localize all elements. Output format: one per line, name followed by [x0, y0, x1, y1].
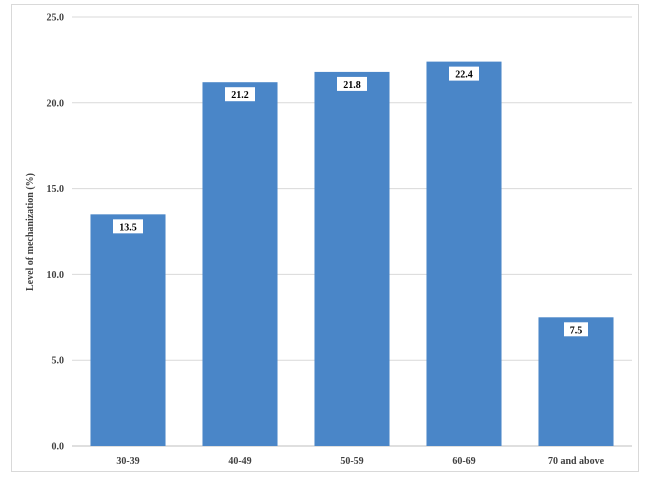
- data-label-value: 22.4: [455, 70, 473, 81]
- y-tick-label: 10.0: [47, 270, 65, 281]
- data-label-value: 21.2: [231, 90, 249, 101]
- x-tick-label: 50-59: [340, 456, 363, 467]
- data-label-box: [225, 87, 255, 102]
- x-axis-ticks: 30-39 40-49 50-59 60-69 70 and above: [116, 456, 604, 467]
- y-tick-label: 20.0: [47, 98, 65, 109]
- x-tick-label: 70 and above: [548, 456, 605, 467]
- data-labels: 13.5 21.2 21.8 22.4 7.5: [113, 66, 588, 337]
- y-tick-label: 5.0: [52, 356, 65, 367]
- data-label: 7.5: [564, 322, 588, 337]
- x-tick-label: 60-69: [452, 456, 475, 467]
- data-label: 21.8: [337, 76, 367, 91]
- data-label-box: [449, 66, 479, 81]
- bar-70-and-above: [538, 317, 614, 446]
- y-axis-ticks: 0.0 5.0 10.0 15.0 20.0 25.0: [47, 13, 65, 453]
- data-label-box: [564, 322, 588, 337]
- y-tick-label: 15.0: [47, 184, 65, 195]
- data-label: 13.5: [113, 219, 143, 234]
- data-label-box: [113, 219, 143, 234]
- bars: [90, 61, 614, 447]
- bar-30-39: [90, 214, 166, 446]
- data-label: 21.2: [225, 87, 255, 102]
- bar-60-69: [426, 61, 502, 447]
- bar-40-49: [202, 82, 278, 446]
- x-tick-label: 40-49: [228, 456, 251, 467]
- x-tick-label: 30-39: [116, 456, 139, 467]
- y-tick-label: 25.0: [47, 13, 65, 24]
- data-label-box: [337, 76, 367, 91]
- bar-50-59: [314, 71, 390, 447]
- y-tick-label: 0.0: [52, 442, 65, 453]
- y-axis-title: Level of mechanization (%): [25, 173, 36, 291]
- data-label-value: 21.8: [343, 80, 361, 91]
- data-label-value: 13.5: [119, 222, 137, 233]
- data-label: 22.4: [449, 66, 479, 81]
- data-label-value: 7.5: [570, 325, 583, 336]
